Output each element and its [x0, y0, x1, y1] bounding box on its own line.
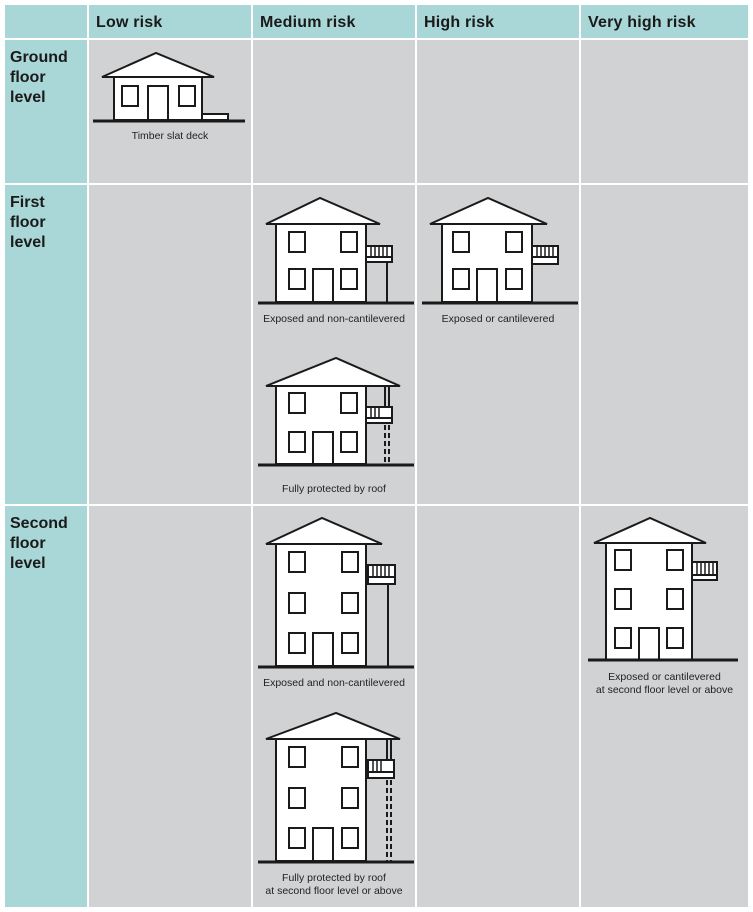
corner-cell: [5, 5, 87, 38]
house-single-storey-icon: [93, 51, 245, 123]
header-low-risk: Low risk: [89, 5, 251, 38]
cell-ground-medium: [253, 40, 415, 183]
header-label: Low risk: [96, 14, 163, 31]
row-label-first: First floor level: [5, 185, 87, 504]
cell-ground-very-high: [581, 40, 748, 183]
header-label: High risk: [424, 14, 495, 31]
house-three-storey-supported-deck-icon: [258, 516, 414, 669]
house-three-storey-protected-deck-icon: [258, 711, 414, 864]
row-label: First floor level: [10, 194, 46, 251]
caption-line-1: Exposed or cantilevered: [608, 671, 721, 683]
house-two-storey-protected-deck-icon: [258, 356, 414, 467]
row-label: Ground floor level: [10, 49, 68, 106]
house-two-storey-supported-deck-icon: [258, 196, 414, 305]
cell-second-high: [417, 506, 579, 907]
row-label: Second floor level: [10, 515, 68, 572]
caption: Timber slat deck: [131, 130, 209, 142]
header-high-risk: High risk: [417, 5, 579, 38]
header-label: Very high risk: [588, 14, 696, 31]
cell-first-low: [89, 185, 251, 504]
house-two-storey-cantilevered-deck-icon: [422, 196, 578, 305]
caption: Exposed or cantilevered: [441, 313, 555, 325]
caption: Exposed and non-cantilevered: [263, 313, 405, 325]
row-label-ground: Ground floor level: [5, 40, 87, 183]
header-medium-risk: Medium risk: [253, 5, 415, 38]
row-label-second: Second floor level: [5, 506, 87, 907]
header-very-high-risk: Very high risk: [581, 5, 748, 38]
cell-ground-high: [417, 40, 579, 183]
cell-first-very-high: [581, 185, 748, 504]
caption: Fully protected by roof: [282, 483, 386, 495]
house-three-storey-cantilevered-deck-icon: [588, 516, 738, 662]
caption: Exposed and non-cantilevered: [263, 677, 405, 689]
caption-line-2: at second floor level or above: [595, 684, 734, 696]
header-label: Medium risk: [260, 14, 356, 31]
caption-line-2: at second floor level or above: [265, 885, 403, 897]
caption-line-1: Fully protected by roof: [282, 872, 386, 884]
cell-second-low: [89, 506, 251, 907]
